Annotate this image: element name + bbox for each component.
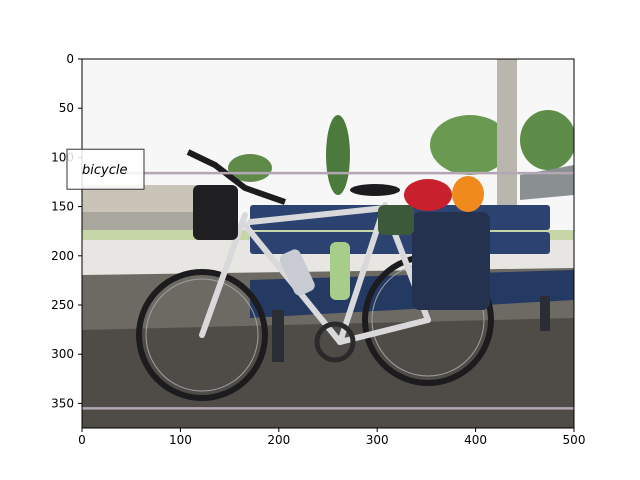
annotation-label: bicycle — [67, 149, 144, 189]
x-tick-label: 200 — [267, 433, 290, 447]
y-tick-label: 150 — [51, 200, 74, 214]
x-tick-label: 500 — [563, 433, 586, 447]
bicycle-photo — [82, 59, 576, 428]
y-tick-label: 200 — [51, 249, 74, 263]
annotations: bicycle — [67, 149, 144, 189]
x-axis: 0 100 200 300 400 500 — [78, 428, 585, 447]
y-tick-label: 50 — [59, 101, 74, 115]
y-tick-label: 300 — [51, 347, 74, 361]
y-tick-label: 0 — [66, 52, 74, 66]
x-tick-label: 400 — [464, 433, 487, 447]
y-tick-label: 250 — [51, 298, 74, 312]
x-tick-label: 300 — [366, 433, 389, 447]
x-tick-label: 100 — [169, 433, 192, 447]
y-tick-label: 350 — [51, 396, 74, 410]
x-tick-label: 0 — [78, 433, 86, 447]
annotation-text: bicycle — [82, 163, 127, 178]
